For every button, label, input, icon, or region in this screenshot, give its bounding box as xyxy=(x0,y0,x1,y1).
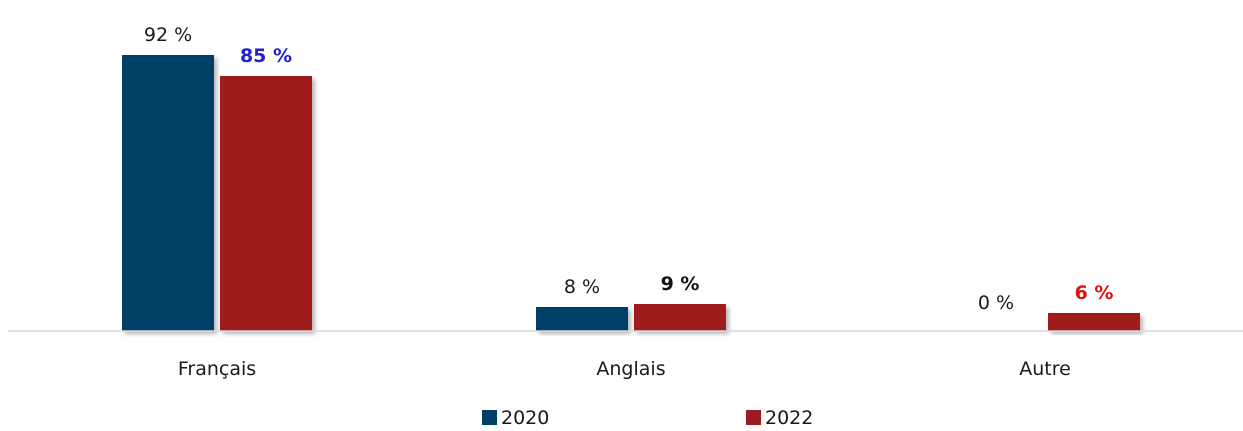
legend-label-2022: 2022 xyxy=(765,407,813,427)
bar-autre-2022 xyxy=(1048,313,1140,331)
data-label-francais-2022: 85 % xyxy=(240,45,292,67)
legend-swatch-2022 xyxy=(746,410,761,425)
data-label-autre-2020: 0 % xyxy=(978,292,1014,314)
bars-layer xyxy=(122,55,1140,331)
bar-francais-2022 xyxy=(220,76,312,331)
legend-item-2020: 2020 xyxy=(482,407,549,429)
legend-swatch-2020 xyxy=(482,410,497,425)
data-label-autre-2022: 6 % xyxy=(1075,282,1114,304)
bar-anglais-2020 xyxy=(536,307,628,331)
data-label-francais-2020: 92 % xyxy=(144,24,192,46)
data-label-anglais-2022: 9 % xyxy=(661,273,700,295)
legend-label-2020: 2020 xyxy=(501,407,549,427)
bar-francais-2020 xyxy=(122,55,214,331)
legend: 2020 2022 xyxy=(482,407,813,429)
x-tick-label-francais: Français xyxy=(178,358,256,380)
x-tick-label-autre: Autre xyxy=(1019,358,1071,380)
data-label-anglais-2020: 8 % xyxy=(564,276,600,298)
labels-layer: 92 % 85 % Français 8 % 9 % Anglais 0 % 6 % Autre xyxy=(144,24,1114,380)
x-tick-label-anglais: Anglais xyxy=(596,358,665,380)
bar-anglais-2022 xyxy=(634,304,726,331)
legend-item-2022: 2022 xyxy=(746,407,813,429)
